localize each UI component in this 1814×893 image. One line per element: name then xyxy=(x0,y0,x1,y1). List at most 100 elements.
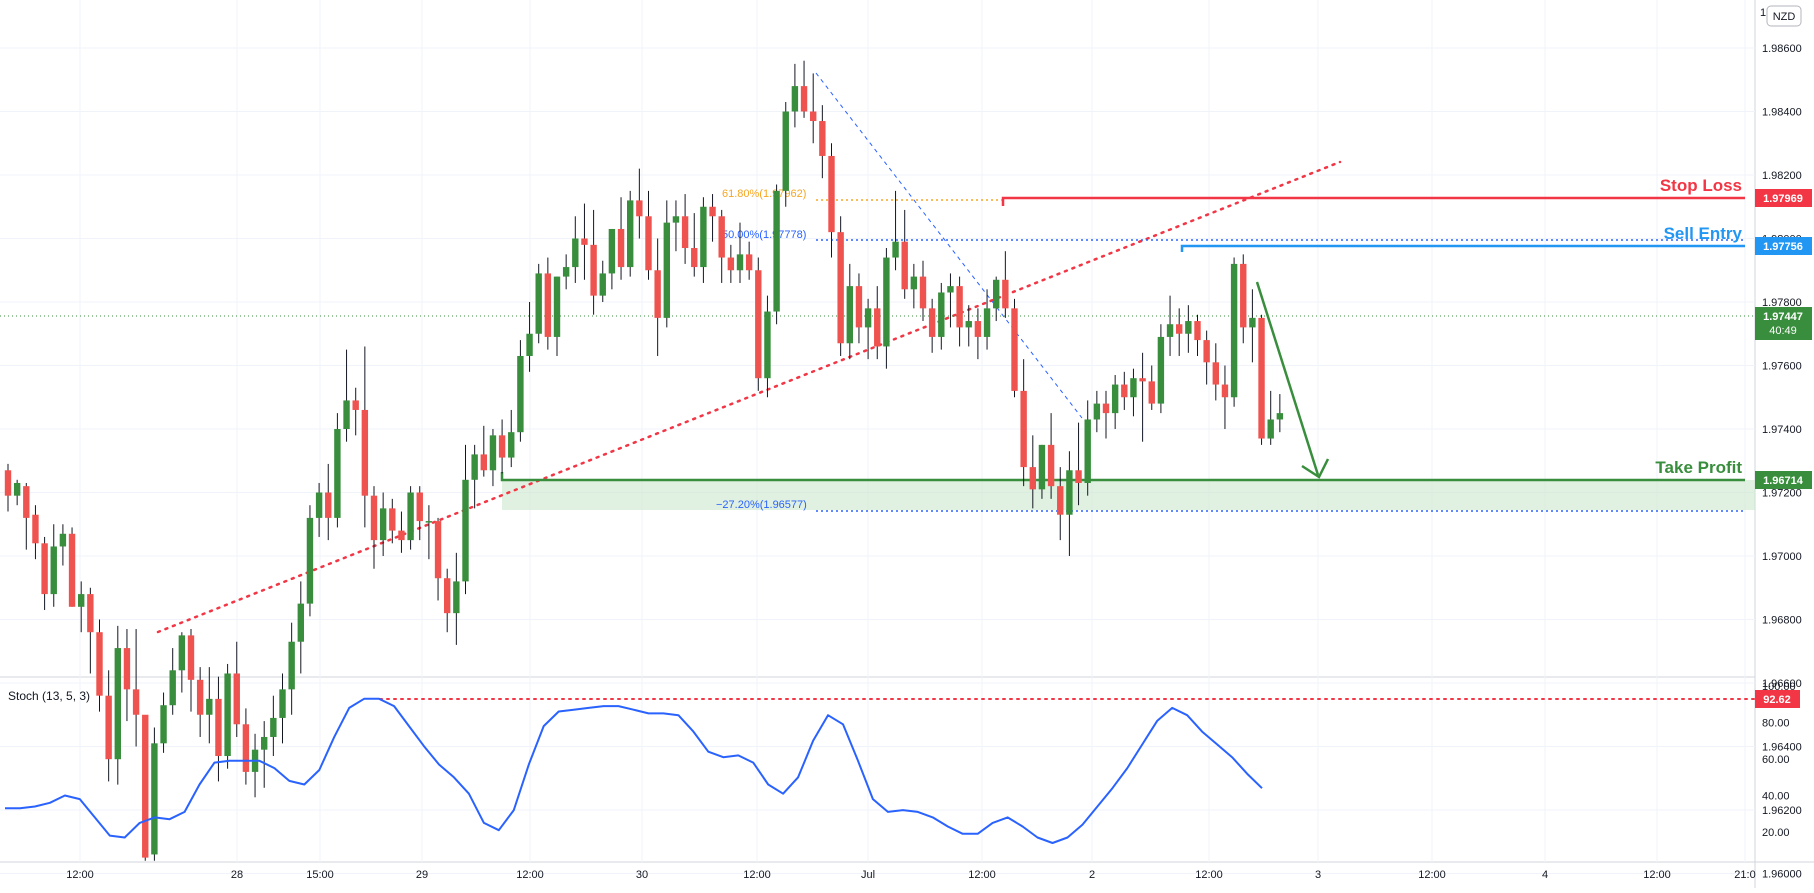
candle-body xyxy=(681,216,689,249)
candle xyxy=(1066,451,1073,556)
candle xyxy=(169,648,176,715)
candle xyxy=(1176,308,1183,356)
take-profit-price-tag xyxy=(1755,471,1812,489)
candle-body xyxy=(434,521,442,579)
candle-body xyxy=(1221,384,1229,398)
candle-body xyxy=(1148,381,1155,404)
candle-body xyxy=(645,216,652,271)
candle xyxy=(233,641,240,737)
price-axis[interactable]: 1.986001.984001.982001.980001.978001.976… xyxy=(1762,43,1802,881)
candle-body xyxy=(1267,419,1274,439)
projection-arrow-shaft[interactable] xyxy=(1255,281,1320,476)
candle-body xyxy=(1240,263,1247,328)
currency-badge[interactable] xyxy=(1766,5,1802,27)
candle-body xyxy=(745,254,753,271)
candle xyxy=(407,486,414,550)
sell-entry-label: Sell Entry xyxy=(1664,224,1743,243)
stop-loss-price-tag xyxy=(1755,189,1812,207)
candle xyxy=(718,209,725,283)
fib-618-label: 61.80%(1.97962) xyxy=(722,188,806,200)
candle xyxy=(196,667,204,737)
candle-body xyxy=(1111,384,1119,414)
candle xyxy=(160,692,167,753)
price-tick-label: 1.97000 xyxy=(1762,551,1802,563)
candle-body xyxy=(581,238,588,245)
drawings[interactable]: 61.80%(1.97962) 50.00%(1.97778) −27.20%(… xyxy=(0,72,1755,634)
candle-body xyxy=(270,717,277,737)
candle xyxy=(498,419,506,474)
candle-body xyxy=(41,543,48,595)
candle xyxy=(1249,289,1256,363)
candle-body xyxy=(800,86,808,112)
candle xyxy=(425,505,433,560)
candle-body xyxy=(462,479,469,582)
candle xyxy=(636,168,643,239)
candle-body xyxy=(736,254,744,271)
candle-body xyxy=(114,648,121,760)
candle xyxy=(736,222,744,283)
time-tick-label: 12:00 xyxy=(66,869,94,881)
candle xyxy=(398,511,405,553)
candle-body xyxy=(526,333,533,356)
candle xyxy=(663,200,670,328)
fib-retracement-diagonal[interactable] xyxy=(815,72,1083,419)
candle xyxy=(471,444,478,509)
projection-arrow-head[interactable] xyxy=(1301,458,1330,479)
candle xyxy=(1240,254,1247,344)
candle-body xyxy=(1194,321,1201,341)
candle xyxy=(389,498,396,544)
candle-body xyxy=(1075,470,1082,483)
candle xyxy=(928,298,936,353)
stoch-marker-tag xyxy=(1755,690,1800,708)
candle-body xyxy=(1029,467,1036,490)
candle-body xyxy=(672,216,680,223)
candle-body xyxy=(224,673,231,757)
candle-body xyxy=(938,292,945,337)
candle xyxy=(151,727,158,861)
time-tick-label: 30 xyxy=(636,869,648,881)
candle xyxy=(279,673,286,744)
candle-body xyxy=(68,533,76,607)
candle-body xyxy=(828,155,835,233)
sell-entry-line[interactable] xyxy=(1180,244,1745,252)
take-profit-line[interactable] xyxy=(500,472,1745,482)
candle-body xyxy=(1038,444,1046,490)
candle xyxy=(1230,257,1238,407)
candle xyxy=(526,302,533,372)
candle xyxy=(1267,390,1274,445)
candle-body xyxy=(123,648,131,690)
candle-body xyxy=(993,279,1000,309)
candle-body xyxy=(901,241,908,290)
candle-body xyxy=(599,273,606,296)
candle xyxy=(965,305,972,347)
candle xyxy=(1047,413,1055,499)
candle xyxy=(1111,375,1119,429)
stop-loss-line[interactable] xyxy=(1001,196,1745,206)
candle xyxy=(508,409,515,468)
candle-body xyxy=(489,435,497,471)
candle xyxy=(306,505,314,617)
candle xyxy=(773,184,780,325)
candle-body xyxy=(1002,279,1009,309)
candle-body xyxy=(288,641,295,690)
candle xyxy=(1002,251,1009,318)
candle-body xyxy=(169,670,176,706)
candle-body xyxy=(1020,390,1027,468)
price-tick-label: 1.96200 xyxy=(1762,805,1802,817)
candle-body xyxy=(23,486,30,518)
candle xyxy=(681,194,689,264)
candle xyxy=(864,298,872,360)
time-axis[interactable]: 12:00 28 15:00 29 12:00 30 12:00 Jul 12:00 2 12:00… xyxy=(66,869,1755,881)
candle-body xyxy=(810,111,817,122)
candle xyxy=(828,143,835,258)
candle xyxy=(444,568,451,633)
candle-body xyxy=(160,705,167,744)
time-tick-label: 4 xyxy=(1542,869,1548,881)
candle xyxy=(343,349,350,442)
candle-body xyxy=(508,432,515,458)
candle xyxy=(810,73,817,144)
price-tick-label: 1.96000 xyxy=(1762,869,1802,881)
